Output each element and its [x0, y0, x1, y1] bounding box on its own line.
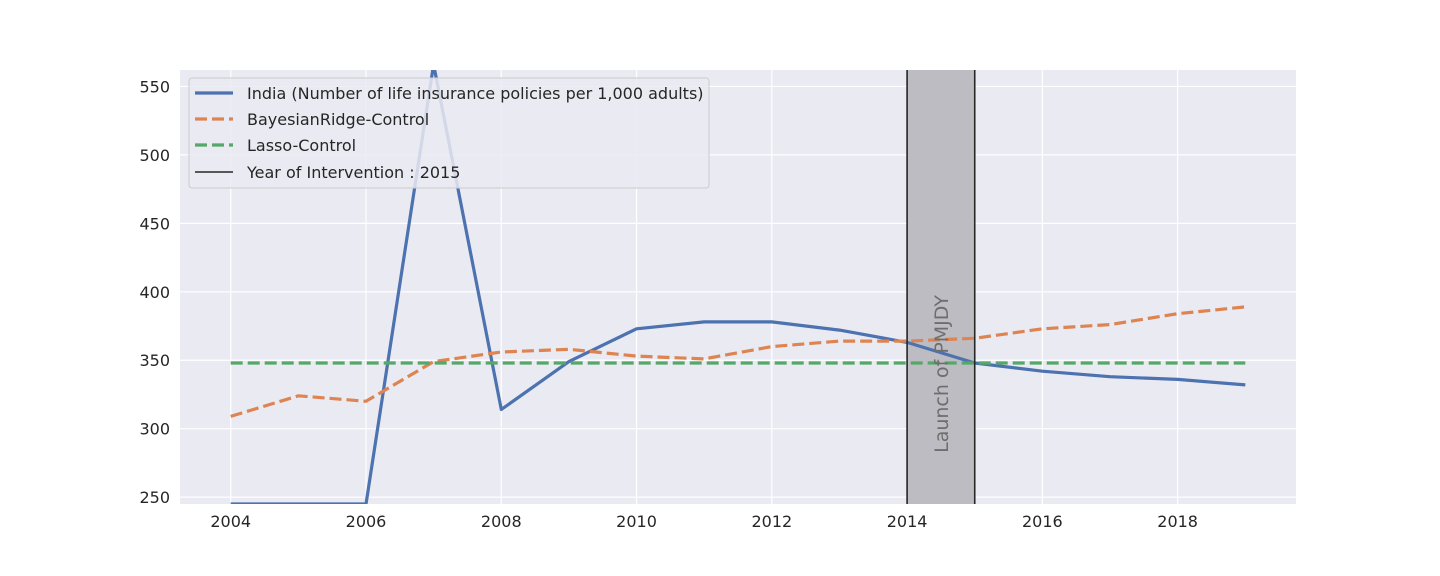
y-tick-labels: 250 300 350 400 450 500 550 — [139, 77, 170, 507]
intervention-layer — [906, 70, 976, 504]
x-tick-label: 2004 — [210, 512, 251, 531]
series-line-bayesianridge-control — [230, 305, 1246, 418]
y-tick-label: 550 — [139, 77, 170, 96]
x-tick-label: 2010 — [616, 512, 657, 531]
shaded-region-layer — [907, 70, 975, 504]
legend: India (Number of life insurance policies… — [188, 77, 710, 189]
shaded-region — [907, 70, 975, 504]
y-tick-label: 400 — [139, 283, 170, 302]
x-tick-labels: 2004 2006 2008 2010 2012 2014 2016 2018 — [210, 512, 1198, 531]
x-tick-label: 2008 — [481, 512, 522, 531]
y-tick-label: 350 — [139, 351, 170, 370]
series-layer — [230, 70, 1246, 504]
y-tick-label: 300 — [139, 420, 170, 439]
legend-label-india: India (Number of life insurance policies… — [247, 84, 704, 103]
legend-label-intervention: Year of Intervention : 2015 — [246, 163, 460, 182]
x-tick-label: 2016 — [1022, 512, 1063, 531]
legend-box — [188, 77, 710, 189]
shaded-region-annotation: Launch of PMJDY — [931, 295, 953, 453]
y-tick-label: 250 — [139, 488, 170, 507]
x-tick-label: 2018 — [1157, 512, 1198, 531]
x-tick-label: 2006 — [346, 512, 387, 531]
y-tick-label: 450 — [139, 214, 170, 233]
series-line-india-number-of-life-insurance-policies- — [230, 70, 1246, 504]
legend-label-bayesianridge: BayesianRidge-Control — [247, 110, 429, 129]
x-tick-label: 2014 — [887, 512, 928, 531]
x-tick-label: 2012 — [751, 512, 792, 531]
y-tick-label: 500 — [139, 146, 170, 165]
legend-label-lasso: Lasso-Control — [247, 136, 356, 155]
